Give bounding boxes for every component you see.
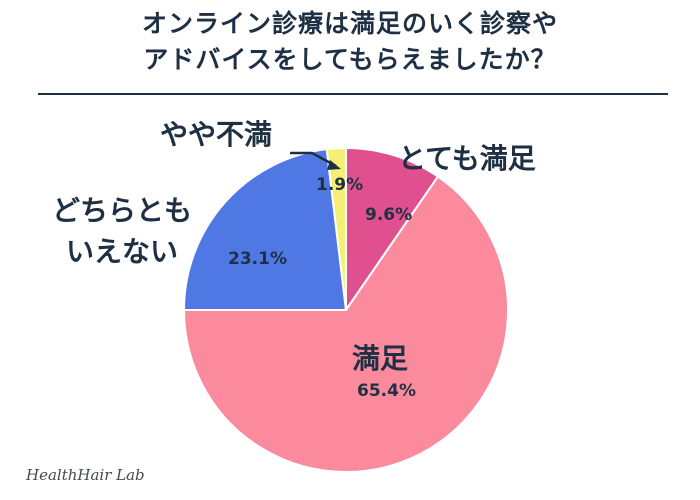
slice-value-slightly-dissatisfied: 1.9% [316,175,363,195]
title-divider [38,93,668,95]
slice-satisfied [182,175,509,473]
slice-label-neutral-line-2: いえない [66,235,178,268]
slice-value-very-satisfied: 9.6% [365,205,412,225]
slice-slightly-dissatisfied [325,146,347,311]
slice-value-neutral: 23.1% [228,249,287,269]
chart-title: オンライン診療は満足のいく診察や アドバイスをしてもらえましたか？ [0,6,700,78]
slice-value-satisfied: 65.4% [357,381,416,401]
slice-label-slightly-dissatisfied: やや不満 [160,118,272,151]
slice-neutral [182,148,348,311]
slice-label-very-satisfied: とても満足 [398,142,536,175]
credit-text: HealthHair Lab [26,466,145,484]
pie-slices [182,146,509,473]
leader-arrowhead [327,160,341,170]
slice-label-neutral-line-1: どちらとも [52,194,192,227]
slice-very-satisfied [345,146,440,314]
leader-line [290,151,337,168]
chart-title-line-1: オンライン診療は満足のいく診察や [141,9,558,38]
slice-label-satisfied: 満足 [352,342,408,375]
chart-title-line-2: アドバイスをしてもらえましたか？ [143,45,557,74]
